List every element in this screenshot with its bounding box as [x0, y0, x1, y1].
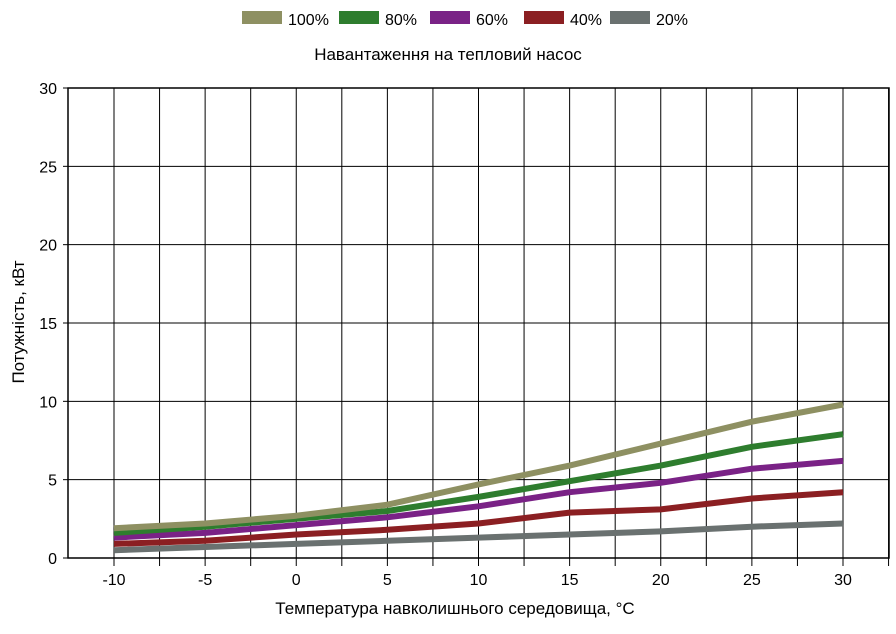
grid — [68, 87, 890, 559]
legend-swatch-0 — [242, 11, 282, 24]
x-tick-label: 10 — [470, 572, 488, 589]
legend-label-4: 20% — [656, 12, 688, 29]
series-line-40pct — [113, 489, 844, 547]
legend-label-2: 60% — [476, 12, 508, 29]
x-axis-title: Температура навколишнього середовища, °C — [275, 599, 634, 618]
series-group — [113, 401, 844, 554]
x-tick-label: 25 — [743, 572, 761, 589]
chart-subtitle: Навантаження на тепловий насос — [314, 45, 582, 64]
legend-swatch-2 — [430, 11, 470, 24]
series-line-100pct — [113, 401, 844, 532]
x-axis-ticks: -10 -5 0 5 10 15 20 25 30 — [102, 558, 890, 589]
legend-label-1: 80% — [385, 12, 417, 29]
series-line-20pct — [113, 520, 844, 554]
x-tick-label: -5 — [198, 572, 212, 589]
y-axis-ticks: 0 5 10 15 20 25 30 — [39, 81, 68, 568]
legend-swatch-1 — [339, 11, 379, 24]
y-tick-label: 20 — [39, 238, 57, 255]
y-tick-label: 10 — [39, 394, 57, 411]
x-tick-label: 30 — [834, 572, 852, 589]
x-tick-label: 5 — [383, 572, 392, 589]
x-tick-label: 0 — [292, 572, 301, 589]
y-tick-label: 5 — [48, 473, 57, 490]
y-tick-label: 0 — [48, 551, 57, 568]
series-line-80pct — [113, 431, 844, 536]
y-tick-label: 30 — [39, 81, 57, 98]
series-line-60pct — [113, 457, 844, 541]
x-tick-label: -10 — [102, 572, 125, 589]
x-tick-label: 20 — [652, 572, 670, 589]
legend-label-3: 40% — [570, 12, 602, 29]
y-axis-title: Потужність, кВт — [9, 260, 28, 383]
y-tick-label: 15 — [39, 316, 57, 333]
legend: 100% 80% 60% 40% 20% — [242, 11, 688, 29]
y-tick-label: 25 — [39, 159, 57, 176]
x-tick-label: 15 — [561, 572, 579, 589]
legend-swatch-4 — [610, 11, 650, 24]
legend-label-0: 100% — [288, 12, 329, 29]
legend-swatch-3 — [524, 11, 564, 24]
